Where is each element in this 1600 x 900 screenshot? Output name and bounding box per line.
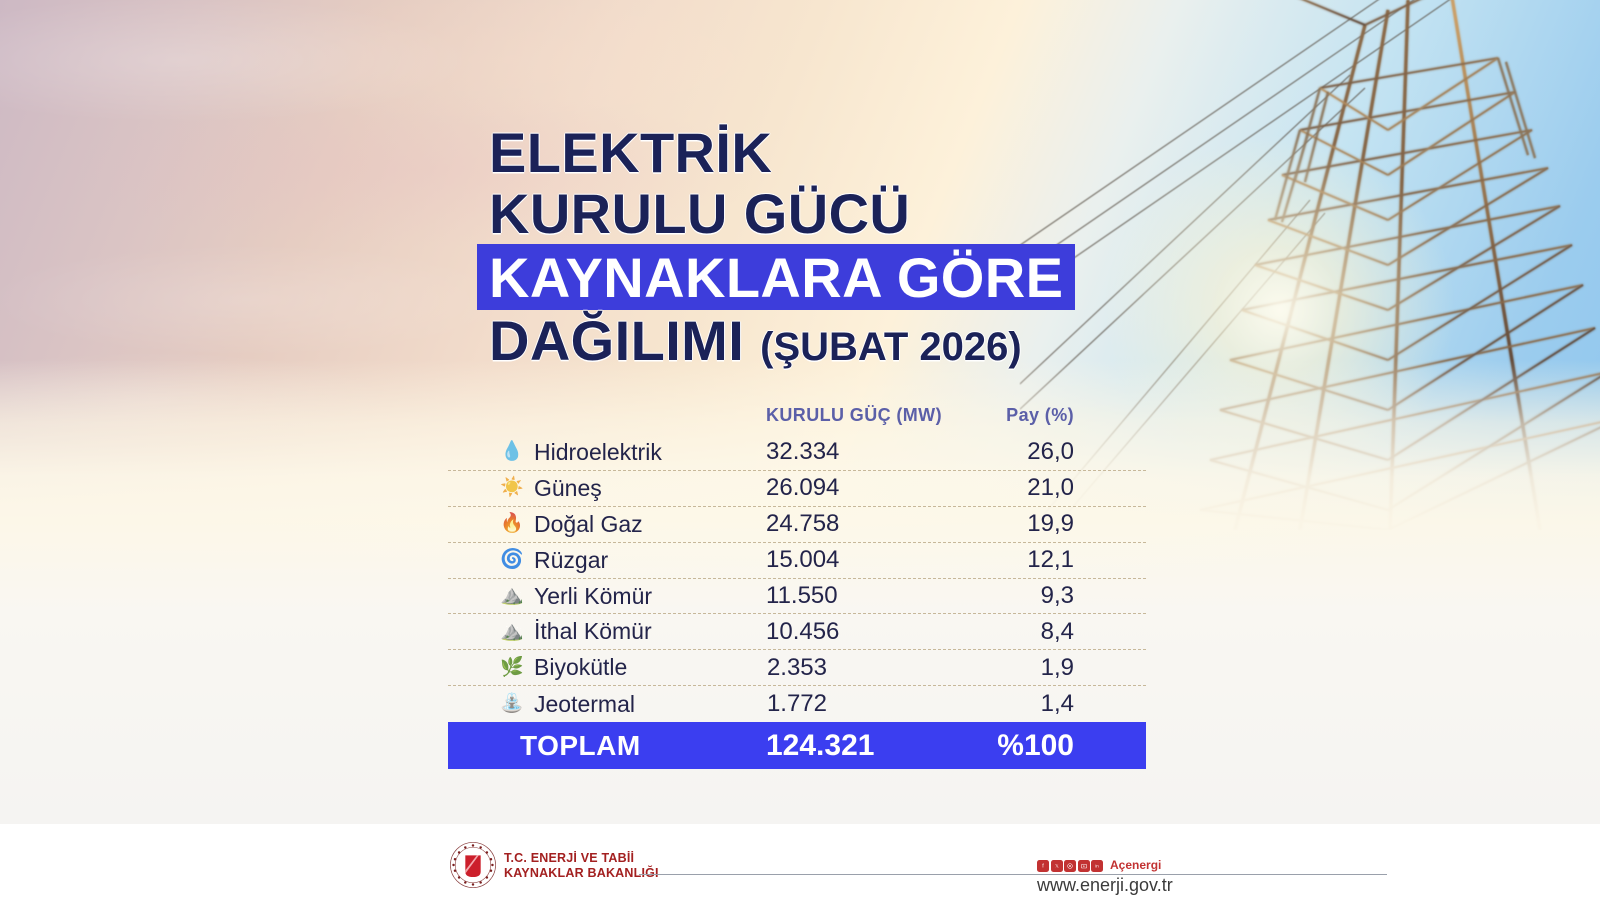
svg-text:𝕏: 𝕏 bbox=[1055, 864, 1059, 869]
svg-text:f: f bbox=[1042, 864, 1044, 870]
svg-text:in: in bbox=[1095, 864, 1099, 869]
